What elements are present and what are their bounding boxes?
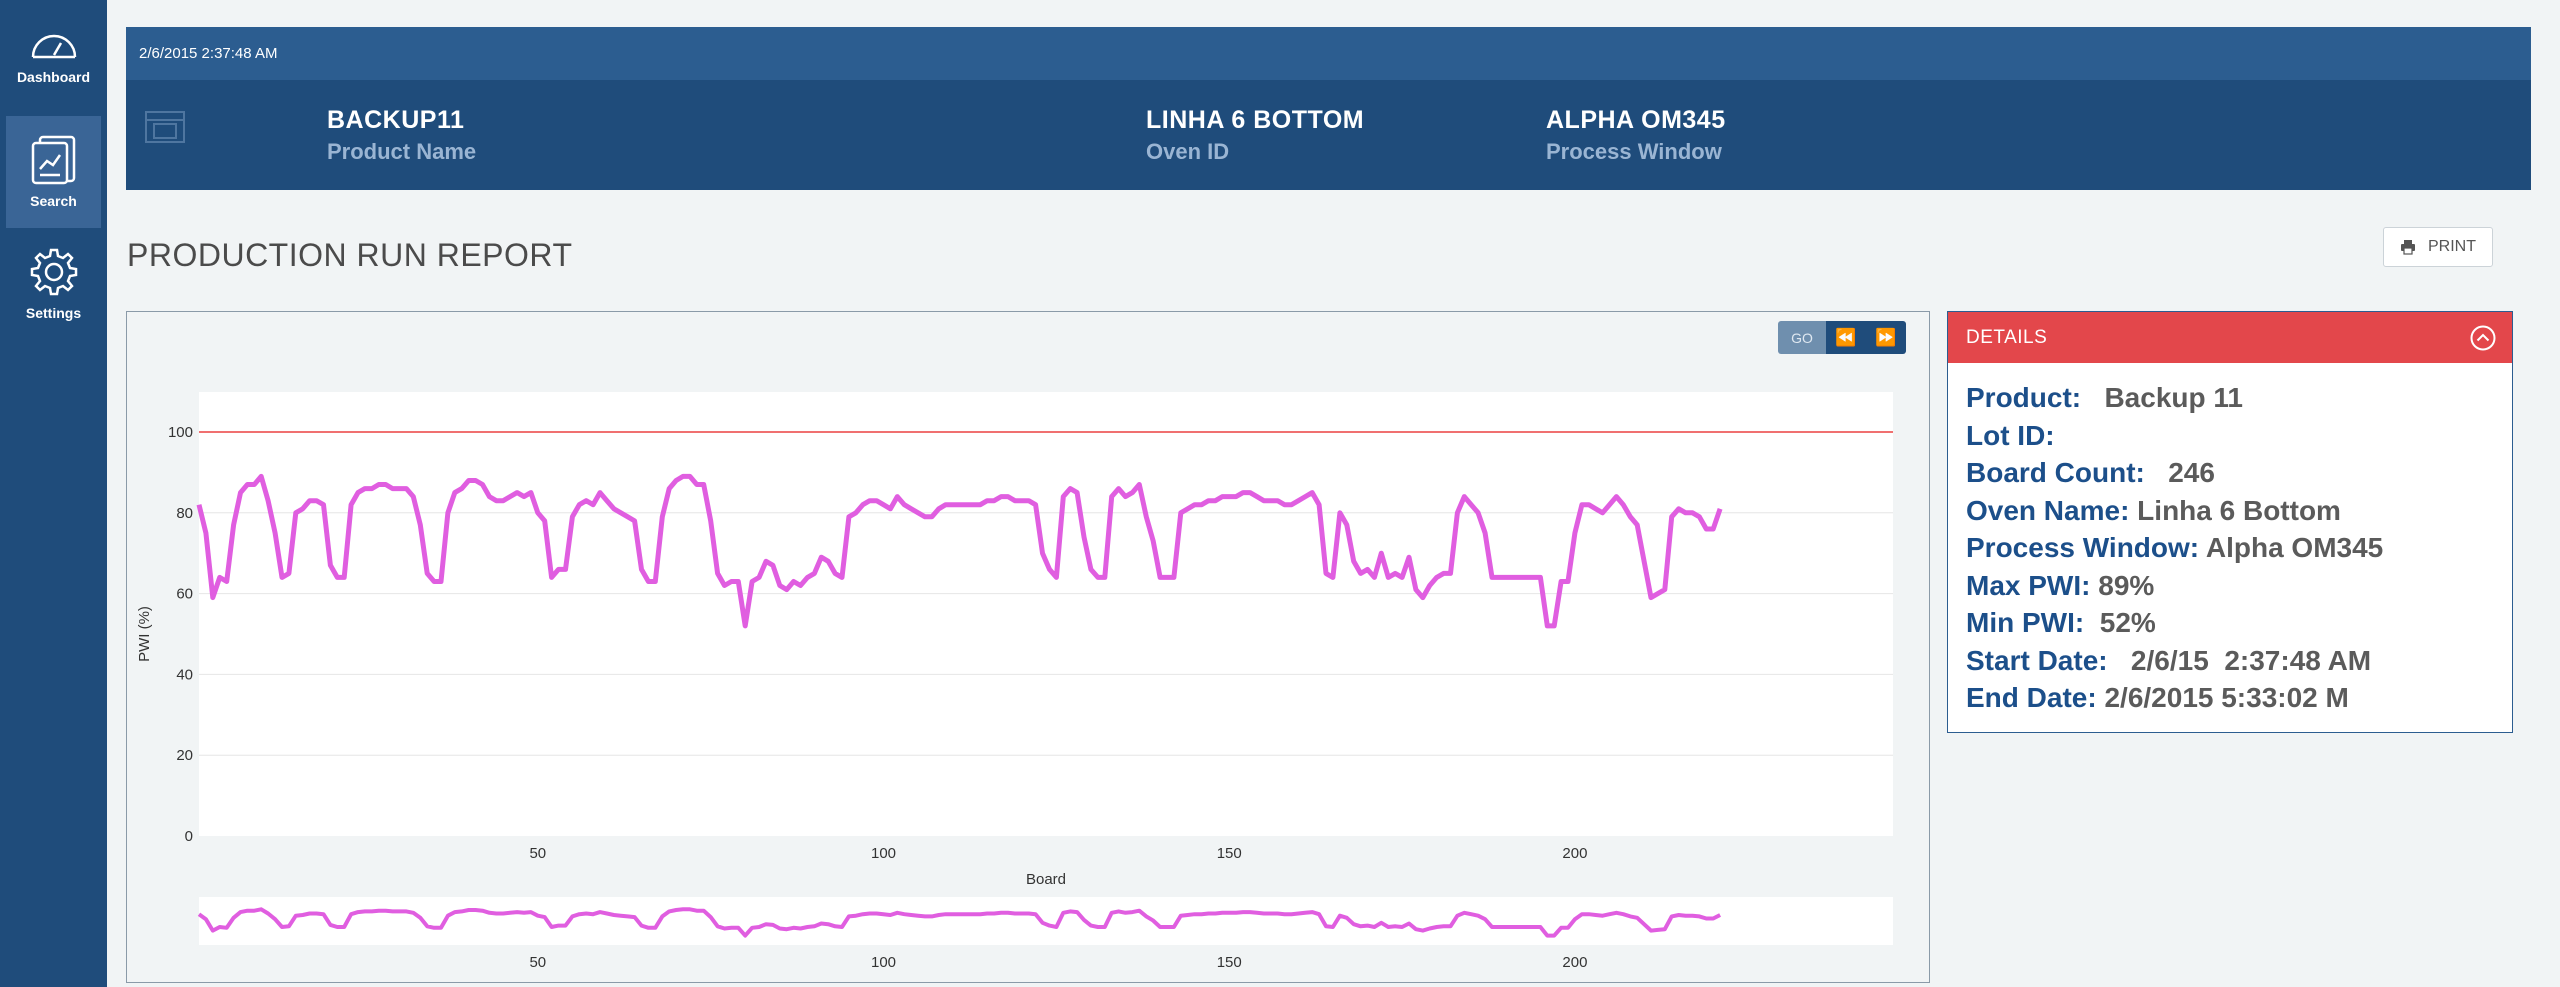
x-tick-label: 150 xyxy=(1217,845,1242,862)
y-tick-label: 0 xyxy=(185,828,193,845)
detail-label: Product: xyxy=(1966,382,2082,413)
sidebar-item-search[interactable]: Search xyxy=(6,116,101,228)
report-search-icon xyxy=(31,135,75,185)
x-tick-label: 50 xyxy=(529,845,546,862)
fast-forward-icon[interactable]: ⏩ xyxy=(1866,321,1906,354)
y-tick-label: 20 xyxy=(176,747,193,764)
page-title: PRODUCTION RUN REPORT xyxy=(127,237,573,273)
detail-label: Max PWI: xyxy=(1966,569,2091,601)
chart-controls: GO ⏪ ⏩ xyxy=(1778,321,1906,354)
detail-label: Min PWI: xyxy=(1966,607,2085,638)
x-axis-label: Board xyxy=(1026,871,1066,888)
detail-row: Board Count: 246 xyxy=(1966,454,2494,492)
timestamp-bar: 2/6/2015 2:37:48 AM xyxy=(126,27,2531,80)
detail-row: Oven Name: Linha 6 Bottom xyxy=(1966,492,2494,530)
oven-id-label: Oven ID xyxy=(1146,139,1230,164)
navigator-area xyxy=(199,897,1893,945)
detail-value: Linha 6 Bottom xyxy=(2129,494,2341,526)
rewind-icon[interactable]: ⏪ xyxy=(1826,321,1866,354)
y-tick-label: 60 xyxy=(176,586,193,603)
detail-row: Process Window: Alpha OM345 xyxy=(1966,529,2494,567)
detail-value: 246 xyxy=(2144,457,2215,488)
printer-icon xyxy=(2401,240,2415,255)
details-body: Product: Backup 11 Lot ID: Board Count: 24… xyxy=(1948,363,2512,733)
detail-label: Lot ID: xyxy=(1966,419,2055,451)
detail-value: 2/6/2015 5:33:02 M xyxy=(2096,682,2349,713)
print-label: PRINT xyxy=(2428,238,2476,255)
detail-label: Start Date: xyxy=(1966,644,2108,676)
sidebar-item-label: Dashboard xyxy=(16,69,91,85)
sidebar-item-label: Search xyxy=(30,193,77,209)
detail-label: Oven Name: xyxy=(1966,494,2130,526)
run-timestamp: 2/6/2015 2:37:48 AM xyxy=(139,45,278,62)
gear-icon xyxy=(30,248,77,296)
plot-area xyxy=(199,392,1893,836)
x-tick-label: 100 xyxy=(871,845,896,862)
sidebar-item-settings[interactable]: Settings xyxy=(6,228,101,340)
detail-row: Max PWI: 89% xyxy=(1966,567,2494,605)
gauge-icon xyxy=(31,34,76,59)
detail-row: Start Date: 2/6/15 2:37:48 AM xyxy=(1966,642,2494,680)
go-button[interactable]: GO xyxy=(1778,321,1826,354)
detail-value: 2/6/15 2:37:48 AM xyxy=(2107,644,2372,676)
product-name-value: BACKUP11 xyxy=(327,106,465,134)
navigator-x-tick-label: 100 xyxy=(871,954,896,971)
detail-label: Board Count: xyxy=(1966,457,2145,488)
sidebar-item-dashboard[interactable]: Dashboard xyxy=(6,0,101,112)
pwi-chart[interactable]: 0 20 40 60 80 100 50 100 150 200 Board PWI (%) 50 100… xyxy=(127,312,1929,982)
detail-row: End Date: 2/6/2015 5:33:02 M xyxy=(1966,679,2494,717)
oven-id-field: LINHA 6 BOTTOM Oven ID xyxy=(1146,106,1364,165)
detail-row: Lot ID: xyxy=(1966,417,2494,455)
product-name-label: Product Name xyxy=(327,139,477,164)
process-window-field: ALPHA OM345 Process Window xyxy=(1546,106,1726,165)
detail-value: Backup 11 xyxy=(2081,382,2243,413)
y-tick-label: 40 xyxy=(176,666,193,683)
detail-value: Alpha OM345 xyxy=(2199,532,2384,563)
product-name-field: BACKUP11 Product Name xyxy=(327,106,476,165)
sidebar: Dashboard Search Settings xyxy=(0,0,107,987)
details-title: DETAILS xyxy=(1966,326,2048,348)
run-info-bar: BACKUP11 Product Name LINHA 6 BOTTOM Ove… xyxy=(126,80,2531,190)
detail-label: End Date: xyxy=(1966,682,2097,713)
navigator-x-tick-label: 200 xyxy=(1562,954,1587,971)
navigator-x-tick-label: 150 xyxy=(1217,954,1242,971)
y-tick-label: 80 xyxy=(176,505,193,522)
details-panel: DETAILS Product: Backup 11 Lot ID: Board C… xyxy=(1947,311,2513,733)
details-header[interactable]: DETAILS xyxy=(1948,312,2512,363)
chevron-up-circle-icon[interactable] xyxy=(2470,325,2496,351)
sidebar-item-label: Settings xyxy=(25,305,82,321)
oven-icon xyxy=(145,111,185,143)
navigator-x-tick-label: 50 xyxy=(529,954,546,971)
oven-id-value: LINHA 6 BOTTOM xyxy=(1146,106,1365,134)
y-axis-label: PWI (%) xyxy=(136,606,153,662)
x-tick-label: 200 xyxy=(1562,845,1587,862)
pwi-series-line xyxy=(196,473,1723,629)
detail-row: Product: Backup 11 xyxy=(1966,379,2494,417)
detail-label: Process Window: xyxy=(1966,532,2200,563)
navigator-series-line xyxy=(197,907,1722,938)
print-button[interactable]: PRINT xyxy=(2383,227,2493,267)
process-window-value: ALPHA OM345 xyxy=(1546,106,1726,134)
pwi-chart-panel: 0 20 40 60 80 100 50 100 150 200 Board PWI (%) 50 100… xyxy=(126,311,1930,983)
process-window-label: Process Window xyxy=(1546,139,1722,164)
detail-value: 52% xyxy=(2084,607,2156,638)
detail-value: 89% xyxy=(2090,569,2155,601)
y-tick-label: 100 xyxy=(168,424,193,441)
detail-row: Min PWI: 52% xyxy=(1966,604,2494,642)
